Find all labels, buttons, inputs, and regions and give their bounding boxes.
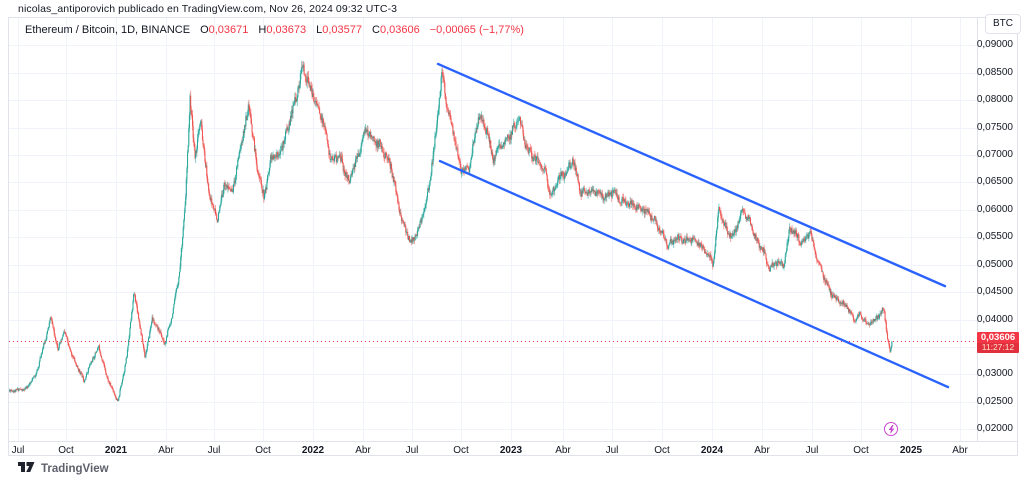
time-axis-label: Abr (355, 445, 371, 456)
price-axis-label: 0,07000 (976, 149, 1013, 161)
price-axis-label: 0,08500 (976, 66, 1013, 78)
ohlc-item: C0,03606 (372, 24, 420, 36)
price-axis-label: 0,02000 (976, 423, 1013, 435)
tradingview-attribution[interactable]: TradingView (18, 460, 109, 478)
time-axis-label: Abr (555, 445, 571, 456)
current-price-value: 0,03606 (977, 331, 1019, 343)
time-axis-label: Abr (952, 445, 968, 456)
symbol-title[interactable]: Ethereum / Bitcoin, 1D, BINANCE (25, 24, 191, 36)
price-axis-label: 0,04500 (976, 286, 1013, 298)
current-price-label: 0,03606 11:27:12 (977, 331, 1019, 353)
ohlc-item: L0,03577 (316, 24, 362, 36)
price-axis-label: 0,06500 (976, 176, 1013, 188)
price-axis-label: 0,09000 (976, 39, 1013, 51)
price-axis-label: 0,03000 (976, 368, 1013, 380)
publication-byline: nicolas_antiporovich publicado en Tradin… (18, 3, 398, 15)
time-scale[interactable]: Jul Oct 2021 Abr Jul Oct 2022 Abr Jul Oct 2023 Abr J… (9, 441, 1017, 456)
time-axis-label: 2021 (104, 445, 128, 456)
time-axis-label: 2024 (700, 445, 724, 456)
ohlc-values: O0,03671 H0,03673 L0,03577 C0,03606 (200, 24, 430, 36)
candlestick-chart-canvas[interactable] (9, 18, 977, 441)
price-axis-label: 0,07500 (976, 121, 1013, 133)
tradingview-brand-text: TradingView (41, 463, 109, 475)
time-axis-label: Abr (754, 445, 770, 456)
price-axis-label: 0,05500 (976, 231, 1013, 243)
tradingview-logo-icon (18, 460, 35, 478)
symbol-legend: Ethereum / Bitcoin, 1D, BINANCE O0,03671 H… (25, 24, 524, 36)
price-axis-label: 0,02500 (976, 395, 1013, 407)
time-axis-label: Jul (805, 445, 819, 456)
time-axis-label: 2023 (499, 445, 523, 456)
ohlc-item: H0,03673 (258, 24, 307, 36)
chart-widget: Ethereum / Bitcoin, 1D, BINANCE O0,03671 H… (8, 14, 1021, 456)
time-axis-label: 2025 (899, 445, 923, 456)
price-axis-label: 0,08000 (976, 94, 1013, 106)
time-axis-label: Jul (605, 445, 619, 456)
time-axis-label: Oct (654, 445, 670, 456)
price-scale[interactable]: 0,09000 0,08500 0,08000 0,07500 0,07000 0,065… (977, 18, 1018, 441)
time-axis-label: Jul (207, 445, 221, 456)
time-axis-label: Oct (58, 445, 74, 456)
time-axis-label: Jul (11, 445, 25, 456)
quote-currency-button[interactable]: BTC (985, 14, 1021, 34)
time-axis-label: Jul (405, 445, 419, 456)
time-axis-label: 2022 (301, 445, 325, 456)
time-axis-label: Oct (853, 445, 869, 456)
lightning-icon (888, 424, 895, 434)
bar-countdown: 11:27:12 (977, 342, 1019, 353)
price-axis-label: 0,04000 (976, 313, 1013, 325)
time-axis-label: Abr (158, 445, 174, 456)
price-axis-label: 0,05000 (976, 258, 1013, 270)
time-axis-label: Oct (255, 445, 271, 456)
event-marker-button[interactable] (884, 422, 898, 436)
ohlc-item: O0,03671 (200, 24, 249, 36)
price-axis-label: 0,06000 (976, 203, 1013, 215)
time-axis-label: Oct (453, 445, 469, 456)
change-value: −0,00065 (−1,77%) (429, 24, 524, 36)
